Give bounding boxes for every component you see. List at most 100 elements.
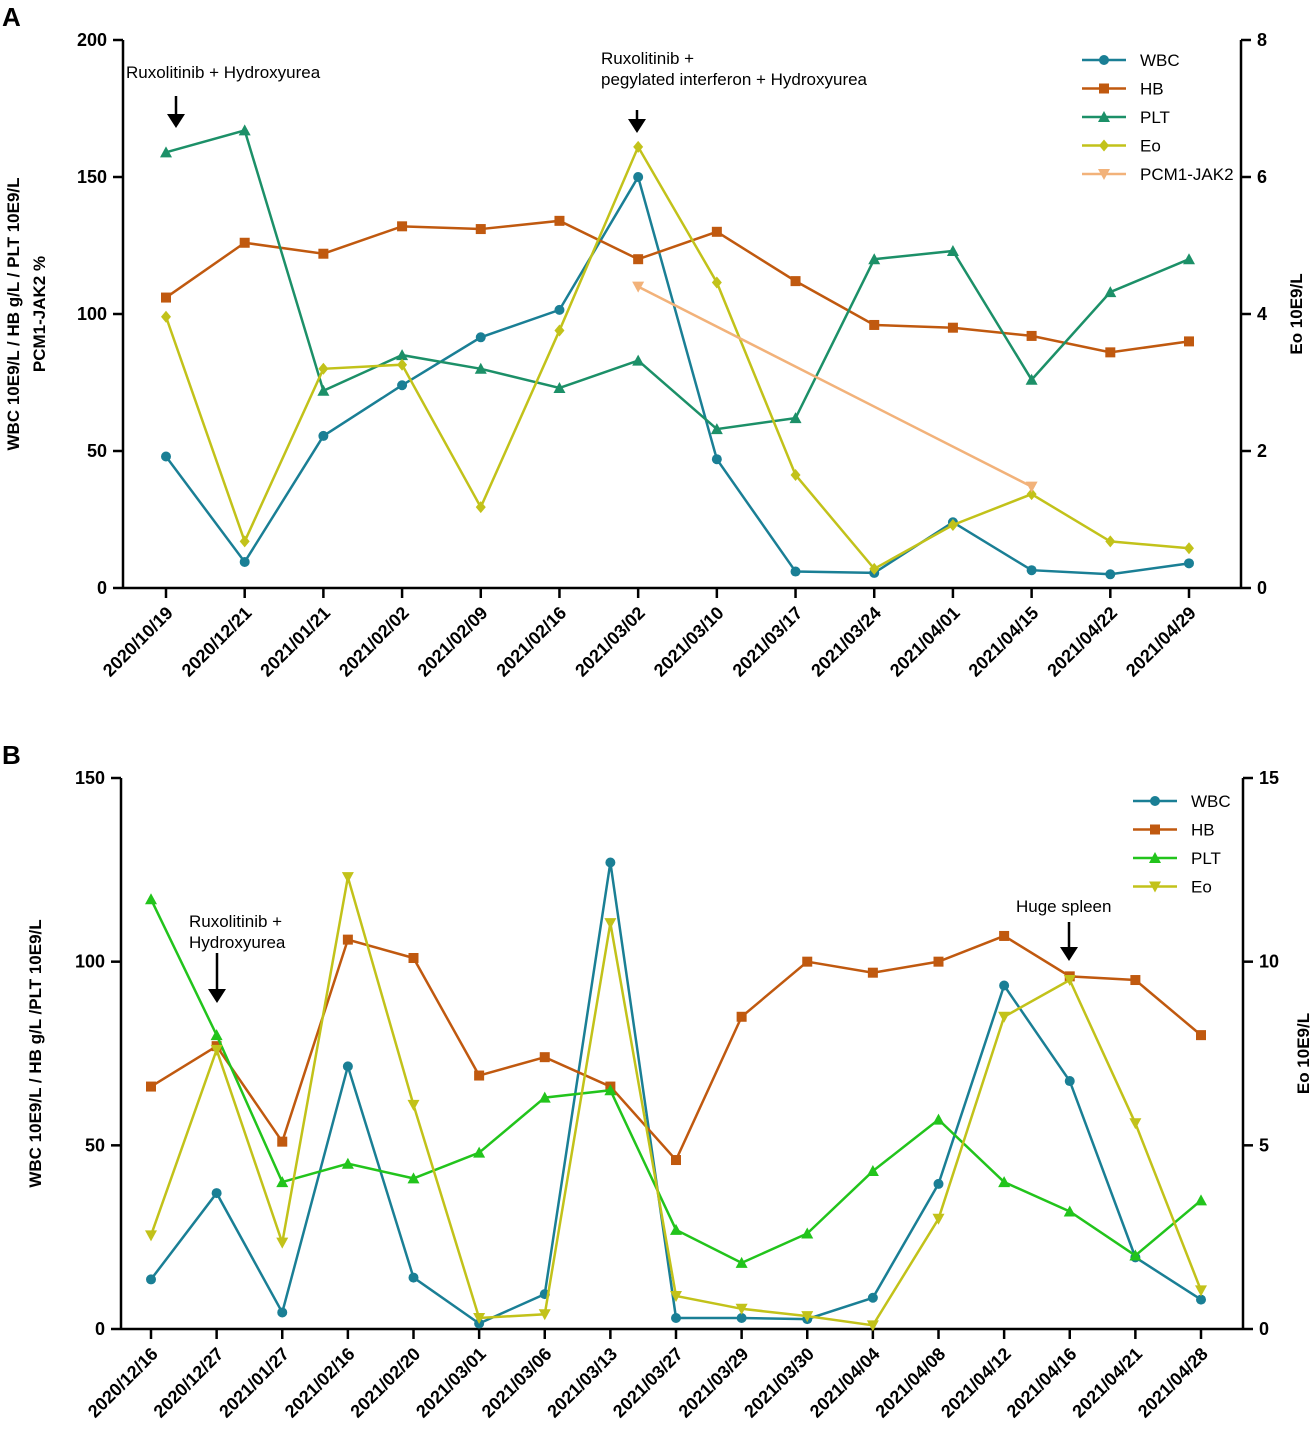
data-point <box>947 322 958 333</box>
data-point <box>933 956 944 967</box>
data-point <box>946 244 959 256</box>
data-point <box>342 1061 353 1072</box>
y-tick-label-right: 4 <box>1257 304 1267 324</box>
data-point <box>604 1084 617 1096</box>
data-point <box>1104 286 1117 298</box>
data-point <box>801 1227 814 1239</box>
data-point <box>866 1165 879 1177</box>
arrow-1 <box>208 953 226 1003</box>
data-point <box>161 310 171 323</box>
legend-label: HB <box>1140 80 1164 99</box>
data-point <box>277 1307 288 1318</box>
x-tick-label: 2021/03/29 <box>675 1344 753 1422</box>
annotation-treatment-2: Ruxolitinib + pegylated interferon + Hyd… <box>601 49 868 89</box>
x-tick-label: 2021/03/02 <box>571 603 649 681</box>
data-point <box>999 930 1010 941</box>
data-point <box>408 952 419 963</box>
data-point <box>932 1113 945 1125</box>
data-point <box>1064 1076 1075 1087</box>
y-tick-label-left: 0 <box>97 578 107 598</box>
legend-marker <box>1150 796 1160 806</box>
data-point <box>342 934 353 945</box>
data-point <box>210 1044 223 1056</box>
data-point <box>475 332 486 343</box>
data-point <box>161 451 171 462</box>
data-point <box>276 1176 289 1188</box>
y-tick-label-right: 2 <box>1257 441 1267 461</box>
x-tick-label: 2021/03/17 <box>729 603 807 681</box>
legend-marker <box>1099 139 1109 152</box>
data-point <box>397 358 408 371</box>
legend-marker <box>1149 852 1161 863</box>
series-line <box>164 173 1190 576</box>
data-point <box>474 1070 485 1081</box>
data-point <box>711 226 722 237</box>
x-tick-label: 2021/04/15 <box>965 603 1043 681</box>
data-point <box>1105 347 1116 358</box>
legend-label: PLT <box>1140 108 1170 127</box>
data-point <box>632 281 645 293</box>
data-point <box>396 349 409 361</box>
y-tick-label-left: 200 <box>77 30 107 50</box>
y-tick-label-left: 100 <box>77 304 107 324</box>
data-point <box>869 562 880 575</box>
y-tick-label-left: 50 <box>85 1135 105 1155</box>
data-point <box>736 1011 747 1022</box>
data-point <box>632 354 645 366</box>
x-tick-label: 2020/12/27 <box>150 1344 228 1422</box>
data-point <box>1063 975 1076 987</box>
arrow-2 <box>1060 922 1078 961</box>
y-tick-label-right: 15 <box>1259 768 1279 788</box>
x-tick-label: 2021/02/09 <box>414 603 492 681</box>
series-hb <box>161 215 1194 358</box>
data-point <box>538 1091 551 1103</box>
legend-label: PCM1-JAK2 <box>1140 165 1234 184</box>
data-point <box>605 857 616 868</box>
legend-label: Eo <box>1140 137 1161 156</box>
y-tick-label-left: 50 <box>87 441 107 461</box>
data-point <box>1196 1030 1206 1041</box>
y-tick-label-left: 100 <box>75 952 105 972</box>
annotation-treatment: Ruxolitinib + Hydroxyurea <box>189 912 286 952</box>
data-point <box>604 918 617 930</box>
annotation-treatment-1: Ruxolitinib + Hydroxyurea <box>126 63 321 82</box>
legend-marker <box>1150 824 1160 835</box>
x-tick-label: 2021/03/13 <box>543 1344 621 1422</box>
x-tick-label: 2021/03/27 <box>609 1344 687 1422</box>
x-tick-label: 2021/02/02 <box>335 603 413 681</box>
data-point <box>736 1312 747 1323</box>
data-point <box>146 1274 156 1285</box>
data-point <box>238 124 251 136</box>
data-point <box>789 412 802 424</box>
data-point <box>790 468 801 481</box>
legend-marker <box>1098 111 1110 122</box>
data-point <box>735 1256 748 1268</box>
data-point <box>277 1136 288 1147</box>
data-point <box>407 1172 420 1184</box>
data-point <box>211 1188 222 1199</box>
x-tick-label: 2021/03/30 <box>740 1344 818 1422</box>
y-tick-label-right: 0 <box>1257 578 1267 598</box>
x-tick-label: 2021/04/21 <box>1068 1344 1146 1422</box>
data-point <box>1025 481 1038 493</box>
x-tick-label: 2020/12/16 <box>84 1344 162 1422</box>
data-point <box>145 893 157 905</box>
chart-b-svg: 0501001500510152020/12/162020/12/272021/… <box>26 768 1312 1422</box>
data-point <box>801 1311 814 1323</box>
data-point <box>735 1303 748 1315</box>
series-plt <box>160 124 1195 435</box>
data-point <box>711 276 722 289</box>
y-tick-label-left: 150 <box>75 768 105 788</box>
legend-marker <box>1099 83 1109 94</box>
series-eo <box>145 872 1207 1332</box>
legend-label: WBC <box>1191 792 1231 811</box>
data-point <box>407 1099 420 1111</box>
data-point <box>1195 1194 1207 1206</box>
x-tick-label: 2020/10/19 <box>99 603 177 681</box>
data-point <box>554 304 565 315</box>
data-point <box>341 1157 354 1169</box>
data-point <box>554 215 565 226</box>
panel-letter: A <box>2 2 21 32</box>
data-point <box>1130 975 1141 986</box>
